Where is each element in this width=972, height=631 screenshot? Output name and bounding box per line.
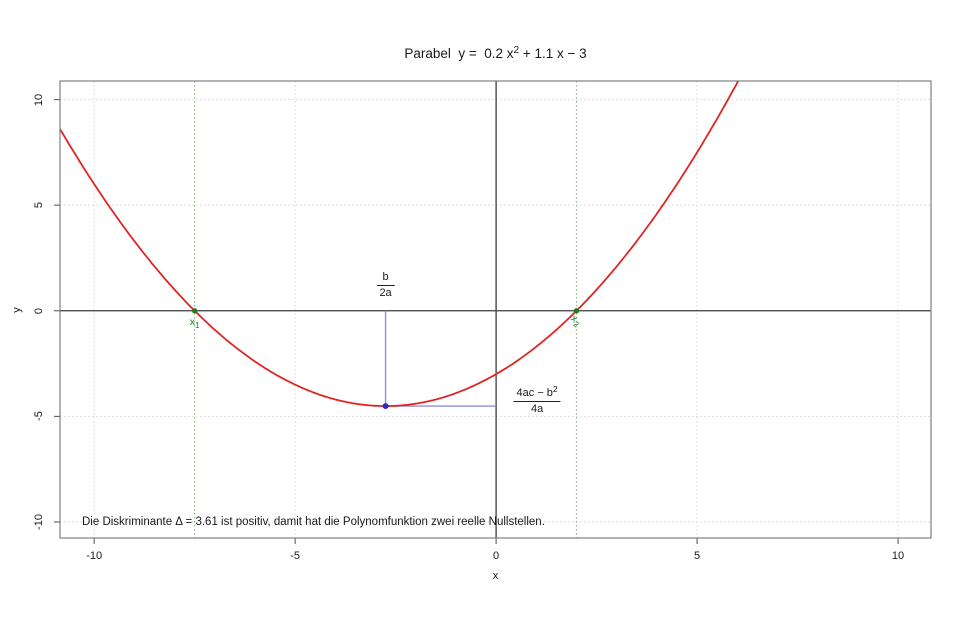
- vertex-point: [382, 403, 389, 410]
- vertex-x-formula-label: b 2a: [376, 270, 395, 300]
- x-axis-tick-label: 10: [891, 550, 905, 562]
- chart-title-suffix: + 1.1 x − 3: [519, 46, 587, 61]
- x-axis-tick-label: -5: [290, 550, 301, 562]
- parabola-curve: [60, 81, 740, 407]
- fraction-numerator-main: 4ac − b: [516, 387, 553, 400]
- fraction-bar: [376, 284, 395, 286]
- chart-title-exponent: 2: [513, 45, 520, 56]
- root-x1-base: x: [189, 315, 196, 328]
- chart-title: Parabel y = 0.2 x2 + 1.1 x − 3: [60, 45, 931, 61]
- y-axis-tick-label: 0: [33, 307, 45, 314]
- fraction-numerator-exponent: 2: [552, 384, 558, 395]
- root-point: [191, 308, 198, 314]
- root-x1-label: x1: [189, 315, 200, 330]
- fraction-denominator: 2a: [379, 286, 392, 299]
- plot-border: [59, 80, 932, 539]
- root-point: [573, 308, 580, 314]
- discriminant-note: Die Diskriminante Δ = 3.61 ist positiv, …: [82, 516, 545, 528]
- y-axis-tick-label: 5: [33, 202, 45, 209]
- fraction-denominator: 4a: [530, 403, 544, 416]
- root-x1-subscript: 1: [195, 320, 200, 330]
- y-axis-tick-label: -5: [33, 411, 45, 422]
- x-axis-tick-label: 5: [694, 550, 701, 562]
- fraction-bar: [513, 401, 561, 403]
- y-axis-tick-label: 10: [33, 93, 45, 106]
- x-axis-tick-label: 0: [493, 550, 500, 562]
- fraction-numerator: 4ac − b2: [514, 384, 561, 400]
- y-axis-tick-label: -10: [33, 513, 45, 530]
- x-axis-tick-label: -10: [86, 550, 103, 562]
- vertex-y-formula-label: 4ac − b2 4a: [513, 384, 561, 416]
- chart-title-prefix: Parabel y = 0.2 x: [404, 46, 514, 61]
- x-axis-title: x: [492, 570, 499, 582]
- fraction-numerator: b: [382, 270, 389, 283]
- y-axis-title: y: [11, 307, 23, 313]
